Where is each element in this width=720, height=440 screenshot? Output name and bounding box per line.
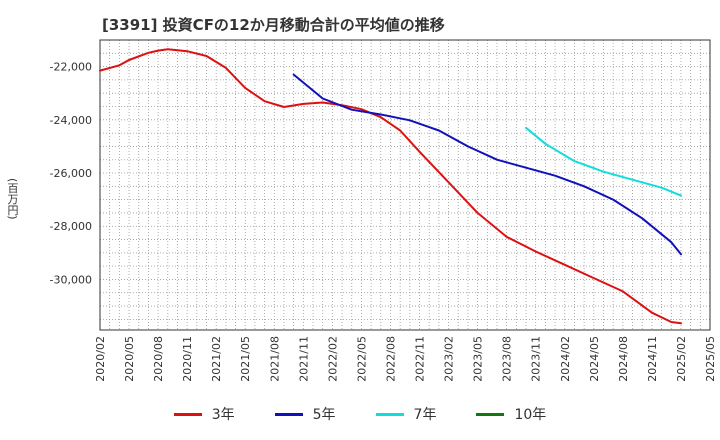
legend-swatch	[375, 412, 404, 416]
legend-swatch	[476, 412, 505, 416]
legend-item: 3年	[173, 404, 235, 424]
y-tick-label: -28,000	[50, 220, 92, 233]
x-tick-label: 2025/05	[704, 336, 717, 382]
legend-label: 3年	[211, 407, 235, 423]
x-tick-label: 2022/11	[414, 336, 427, 382]
x-tick-label: 2022/08	[384, 336, 397, 382]
x-tick-label: 2021/05	[239, 336, 252, 382]
x-tick-label: 2022/05	[355, 336, 368, 382]
x-tick-label: 2023/11	[530, 336, 543, 382]
y-tick-label: -24,000	[50, 114, 92, 127]
x-tick-label: 2023/05	[472, 336, 485, 382]
legend-label: 5年	[312, 407, 336, 423]
x-tick-label: 2021/02	[210, 336, 223, 382]
x-tick-label: 2020/11	[181, 336, 194, 382]
x-tick-label: 2025/02	[675, 336, 688, 382]
x-tick-label: 2021/11	[297, 336, 310, 382]
legend-item: 10年	[476, 404, 546, 424]
legend-label: 7年	[413, 407, 437, 423]
x-tick-label: 2022/02	[326, 336, 339, 382]
x-tick-label: 2023/02	[443, 336, 456, 382]
x-tick-label: 2024/05	[588, 336, 601, 382]
plot-frame	[99, 39, 711, 331]
legend-item: 5年	[274, 404, 336, 424]
x-tick-label: 2024/11	[646, 336, 659, 382]
legend-item: 7年	[375, 404, 437, 424]
x-tick-label: 2023/08	[501, 336, 514, 382]
y-tick-label: -22,000	[50, 61, 92, 74]
legend-swatch	[274, 412, 303, 416]
x-tick-label: 2020/08	[152, 336, 165, 382]
series-line-3	[525, 126, 682, 197]
y-tick-label: -30,000	[50, 273, 92, 286]
chart-title: [3391] 投資CFの12か月移動合計の平均値の推移	[102, 16, 445, 34]
legend-swatch	[173, 412, 202, 416]
y-axis-label: (百万円)	[6, 178, 19, 220]
x-tick-label: 2024/02	[559, 336, 572, 382]
series-line-2	[292, 73, 682, 256]
x-tick-label: 2024/08	[617, 336, 630, 382]
legend: 3年 5年 7年 10年	[0, 404, 720, 424]
x-tick-label: 2020/05	[123, 336, 136, 382]
y-tick-label: -26,000	[50, 167, 92, 180]
x-tick-label: 2021/08	[268, 336, 281, 382]
legend-label: 10年	[514, 407, 547, 423]
x-tick-label: 2020/02	[94, 336, 107, 382]
